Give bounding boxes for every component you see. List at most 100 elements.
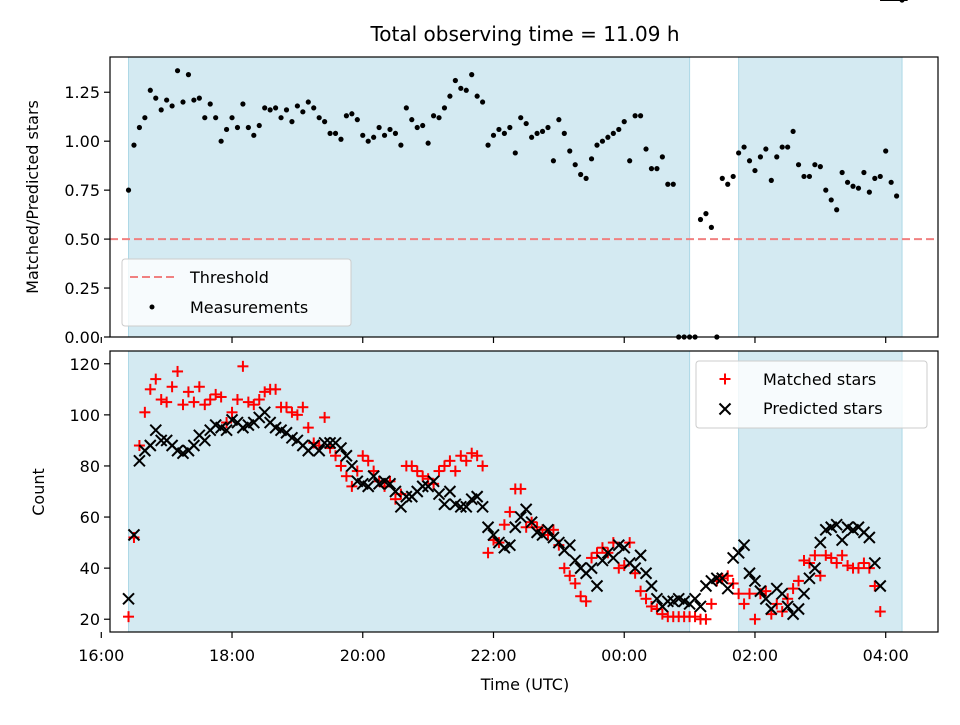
measurement-point [164, 97, 170, 103]
measurement-point [556, 117, 562, 123]
predicted-point [552, 536, 566, 549]
measurement-point [185, 72, 192, 78]
measurement-point [267, 107, 273, 113]
cross-b [470, 490, 484, 503]
measurement-point [485, 142, 491, 148]
measurement-point [610, 130, 616, 136]
predicted-point [541, 523, 555, 537]
measurement-point [648, 166, 655, 172]
predicted-point [868, 556, 882, 570]
cross-b [754, 584, 767, 598]
cross-b [530, 526, 544, 539]
matched-point [580, 595, 592, 607]
matched-point [286, 406, 298, 418]
cross-b [220, 423, 233, 437]
bottom-xtick-label: 04:00 [863, 646, 909, 665]
measurement-point [447, 93, 453, 99]
matched-point [613, 562, 625, 574]
predicted-point [149, 423, 162, 437]
measurement-point [316, 115, 322, 121]
measurement-point [474, 93, 480, 99]
measurement-point [817, 164, 823, 170]
measurement-point [605, 134, 611, 140]
matched-point [787, 583, 799, 595]
cross-b [716, 572, 729, 585]
predicted-point [688, 592, 702, 605]
matched-point [645, 600, 657, 612]
measurement-point [365, 138, 371, 144]
measurement-point [801, 173, 807, 180]
cross-b [487, 528, 500, 542]
cross-b [318, 436, 331, 450]
matched-point [809, 549, 821, 561]
matched-point [417, 470, 429, 482]
measurement-point [719, 175, 725, 181]
measurement-point [785, 144, 791, 150]
cross-b [874, 579, 887, 593]
predicted-point [432, 487, 446, 501]
measurement-point [131, 142, 137, 148]
measurement-point [436, 115, 442, 121]
matched-point [831, 557, 843, 569]
measurement-point [545, 124, 551, 131]
predicted-point [808, 561, 822, 575]
legend-predicted-label: Predicted stars [763, 399, 883, 418]
legend-measurement-swatch [149, 304, 155, 310]
predicted-point [743, 567, 756, 580]
matched-point [575, 590, 587, 602]
cross-b [552, 536, 566, 549]
top-axes-frame [109, 56, 939, 338]
cross-b [432, 487, 446, 501]
measurement-point [567, 148, 573, 154]
bottom-legend-box [695, 360, 928, 429]
matched-point [591, 547, 603, 559]
measurement-point [420, 122, 426, 129]
bottom-span-0 [128, 350, 691, 633]
cross-b [127, 528, 141, 542]
cross-b [383, 477, 397, 491]
measurement-point [327, 130, 333, 136]
predicted-point [792, 602, 805, 616]
matched-point [455, 450, 467, 462]
cross-b [797, 587, 811, 600]
top-legend: Threshold Measurements [121, 258, 352, 327]
measurement-point [746, 158, 753, 164]
bottom-y-ticks: 20 40 60 80 100 120 [69, 355, 110, 629]
measurement-point [430, 113, 437, 119]
cross-b [525, 515, 538, 529]
measurement-point [360, 132, 366, 138]
predicted-point [628, 561, 642, 575]
matched-point [466, 447, 478, 459]
measurement-point [245, 124, 251, 131]
measurement-point [441, 105, 448, 111]
cross-b [590, 579, 604, 593]
cross-b [198, 434, 211, 447]
matched-point [172, 365, 184, 377]
matched-point [504, 506, 516, 518]
cross-b [781, 600, 794, 613]
measurement-point [136, 124, 143, 131]
measurement-point [218, 138, 224, 144]
matched-point [433, 465, 445, 477]
predicted-point [481, 521, 495, 534]
predicted-point [476, 500, 489, 514]
matched-point [161, 396, 173, 408]
top-ytick-label: 0.50 [64, 230, 100, 249]
predicted-point [460, 500, 473, 514]
measurement-point [392, 130, 399, 136]
cross-b [503, 538, 517, 552]
cross-b [563, 538, 576, 552]
matched-point [869, 580, 881, 592]
measurement-point [779, 144, 785, 150]
cross-b [672, 592, 685, 605]
predicted-stars-points [122, 0, 908, 621]
matched-point [858, 557, 870, 569]
matched-point [760, 585, 772, 597]
matched-point [874, 606, 886, 618]
bottom-ytick-label: 60 [80, 508, 100, 527]
matched-point [123, 611, 135, 623]
cross-b [258, 406, 271, 419]
measurement-point [354, 117, 360, 123]
predicted-point [748, 574, 762, 588]
cross-b [312, 444, 326, 457]
